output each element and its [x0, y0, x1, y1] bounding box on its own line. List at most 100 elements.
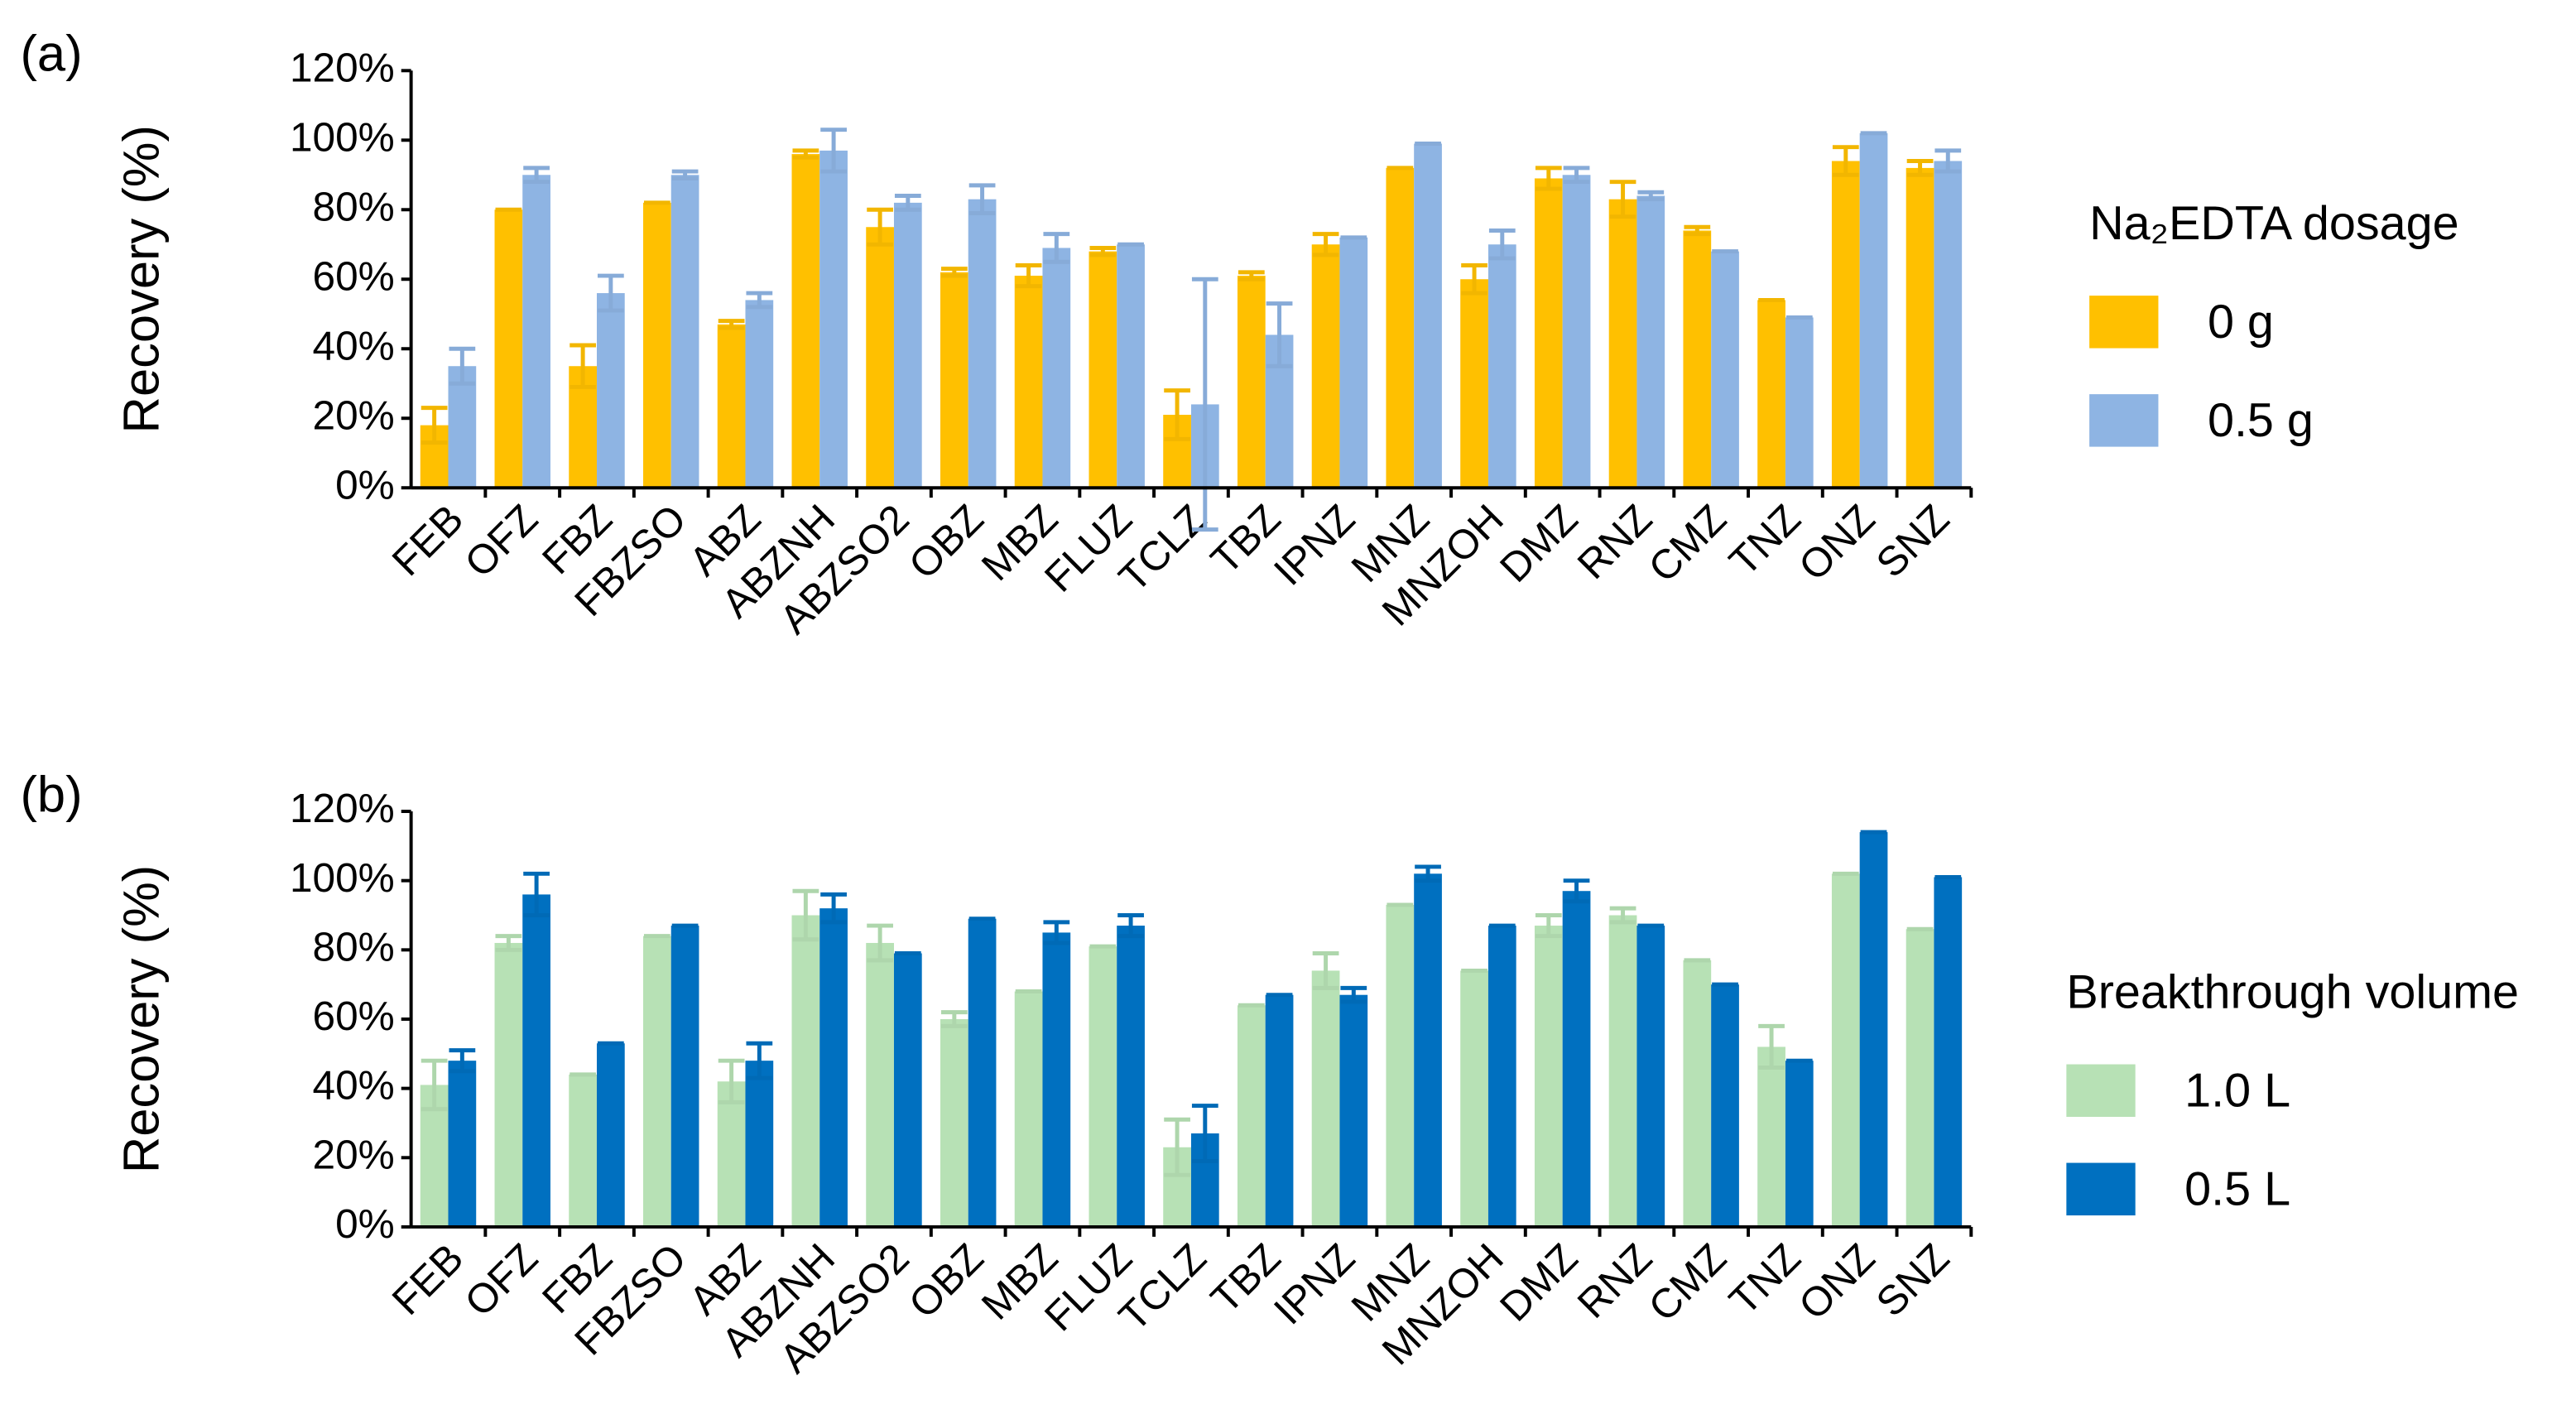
error-bar	[792, 148, 819, 160]
bar	[866, 227, 894, 488]
error-bar	[1906, 159, 1934, 177]
bar	[791, 154, 820, 488]
bar	[1608, 915, 1637, 1227]
y-tick-label: 20%	[313, 1131, 395, 1177]
error-bar	[1191, 1104, 1218, 1163]
bar	[1487, 244, 1516, 488]
bar	[1237, 276, 1266, 488]
error-bar	[1609, 906, 1636, 925]
error-bar	[1089, 245, 1117, 257]
error-bar	[746, 291, 773, 310]
bar	[1636, 195, 1665, 488]
bar	[968, 199, 997, 488]
error-bar	[1535, 913, 1562, 939]
x-tick-label: DMZ	[1491, 495, 1587, 591]
bar	[494, 942, 523, 1227]
bar	[968, 918, 997, 1227]
bar	[448, 366, 477, 488]
error-bar	[820, 127, 847, 174]
y-tick-label: 100%	[290, 113, 395, 160]
bar	[745, 300, 774, 488]
bar	[670, 175, 699, 488]
error-bar	[867, 923, 893, 963]
bar	[1117, 244, 1145, 488]
x-tick-label: FLUZ	[1036, 1234, 1141, 1340]
bar	[596, 1043, 625, 1227]
x-tick-label: SNZ	[1867, 495, 1958, 586]
x-tick-label: RNZ	[1569, 1234, 1661, 1327]
error-bar	[1238, 270, 1265, 281]
x-tick-label: CMZ	[1640, 1234, 1736, 1330]
error-bar	[820, 892, 847, 925]
bar	[670, 926, 699, 1227]
bar	[1014, 276, 1043, 488]
x-tick-label: IPNZ	[1265, 495, 1363, 594]
bar	[1906, 167, 1934, 488]
x-tick-label: FLUZ	[1036, 495, 1141, 600]
y-tick-label: 40%	[313, 1062, 395, 1109]
legend-swatch	[2066, 1162, 2136, 1216]
bar	[1859, 832, 1888, 1227]
x-tick-label: OFZ	[455, 1234, 546, 1325]
bar	[717, 324, 746, 488]
bar	[940, 272, 968, 488]
error-bar	[1266, 301, 1293, 368]
bar	[866, 942, 894, 1227]
error-bar	[1312, 951, 1339, 990]
error-bar	[1043, 920, 1070, 945]
error-bar	[940, 1010, 968, 1028]
error-bar	[1488, 228, 1516, 261]
bar	[1339, 994, 1368, 1227]
bar	[819, 150, 848, 488]
bar	[940, 1018, 968, 1227]
bar	[1386, 904, 1415, 1227]
error-bar	[597, 273, 624, 313]
x-tick-label: RNZ	[1569, 495, 1661, 588]
bar	[1414, 143, 1442, 488]
legend-title: Na₂EDTA dosage	[2089, 197, 2458, 250]
bar	[1831, 873, 1860, 1227]
bar	[1859, 132, 1888, 488]
bar	[1089, 946, 1117, 1227]
error-bar	[495, 934, 522, 952]
bar	[1711, 251, 1739, 488]
error-bar	[570, 343, 596, 389]
y-tick-label: 100%	[290, 854, 395, 901]
panel-label: (a)	[20, 26, 82, 83]
error-bar	[1758, 1023, 1785, 1070]
y-tick-label: 80%	[313, 923, 395, 969]
legend-label: 0.5 L	[2184, 1162, 2290, 1215]
y-tick-label: 120%	[290, 44, 395, 90]
bar	[494, 209, 523, 488]
bar	[893, 953, 922, 1227]
legend-swatch	[2089, 296, 2159, 349]
bar	[1311, 244, 1340, 488]
bar	[1934, 161, 1963, 488]
x-tick-label: DMZ	[1491, 1234, 1587, 1330]
bar	[1042, 248, 1071, 488]
error-bar	[1832, 145, 1859, 177]
y-tick-label: 60%	[313, 253, 395, 299]
bar	[819, 908, 848, 1227]
bar	[1117, 926, 1145, 1227]
x-tick-label: TNZ	[1720, 495, 1809, 585]
bar	[1683, 230, 1712, 488]
x-tick-label: TNZ	[1720, 1234, 1809, 1324]
y-tick-label: 120%	[290, 785, 395, 831]
error-bar	[523, 166, 550, 185]
bar	[1934, 877, 1963, 1227]
error-bar	[1015, 262, 1042, 289]
x-tick-label: OBZ	[900, 1234, 992, 1327]
error-bar	[718, 319, 745, 330]
legend-swatch	[2089, 394, 2159, 447]
x-tick-label: SNZ	[1867, 1234, 1958, 1325]
x-tick-label: TCLZ	[1110, 1234, 1215, 1340]
x-tick-label: OFZ	[455, 495, 546, 586]
error-bar	[1535, 166, 1562, 191]
y-tick-label: 0%	[335, 461, 395, 508]
bar	[1562, 175, 1591, 488]
x-tick-label: FEB	[383, 495, 473, 585]
y-tick-label: 60%	[313, 993, 395, 1039]
